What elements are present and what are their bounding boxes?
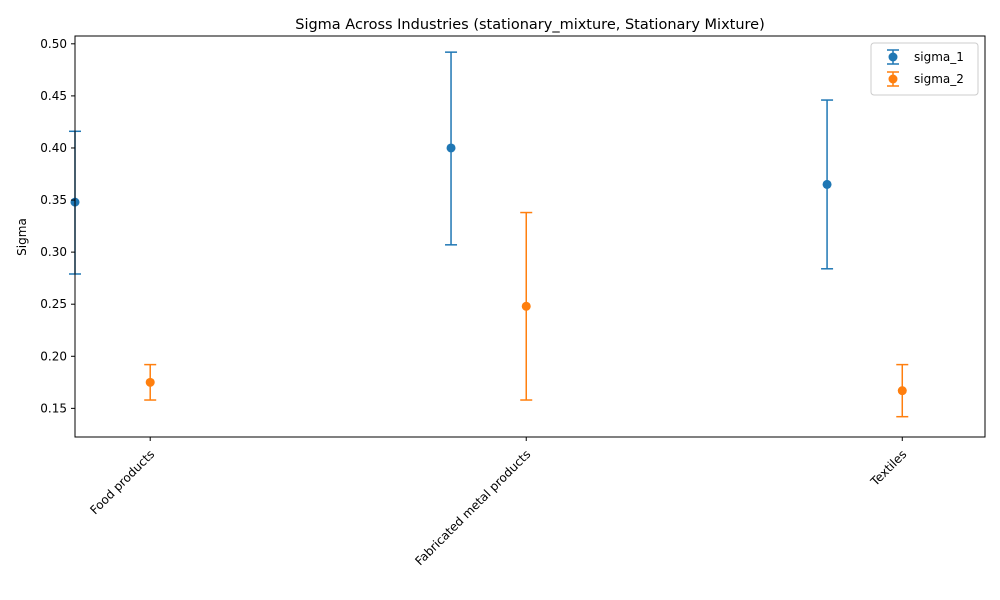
legend-label-sigma_1: sigma_1 xyxy=(914,50,964,64)
legend-box xyxy=(870,42,979,96)
y-tick-label-7: 0.50 xyxy=(40,37,67,51)
legend-marker-sigma_2 xyxy=(888,74,898,84)
y-tick-label-4: 0.35 xyxy=(40,193,67,207)
chart-title: Sigma Across Industries (stationary_mixt… xyxy=(295,17,765,33)
point-sigma_2-2 xyxy=(897,386,907,396)
y-tick-label-3: 0.30 xyxy=(40,245,67,259)
point-sigma_2-0 xyxy=(145,377,155,387)
x-tick-label-1: Fabricated metal products xyxy=(412,447,533,568)
y-axis-label: Sigma xyxy=(15,218,29,256)
y-tick-label-0: 0.15 xyxy=(40,401,67,415)
legend-marker-sigma_1 xyxy=(888,52,898,62)
y-tick-label-6: 0.45 xyxy=(40,89,67,103)
legend-label-sigma_2: sigma_2 xyxy=(914,72,964,86)
axes: 0.15 0.20 0.25 0.30 0.35 0.40 0.45 0.50 Food pro… xyxy=(40,35,986,568)
plot-frame xyxy=(74,35,986,438)
point-sigma_1-1 xyxy=(446,143,456,153)
y-tick-label-1: 0.20 xyxy=(40,349,67,363)
point-sigma_2-1 xyxy=(521,301,531,311)
plot-marks xyxy=(69,51,909,418)
y-tick-label-2: 0.25 xyxy=(40,297,67,311)
y-tick-label-5: 0.40 xyxy=(40,141,67,155)
x-tick-label-0: Food products xyxy=(87,447,157,517)
point-sigma_1-2 xyxy=(822,179,832,189)
legend: sigma_1 sigma_2 xyxy=(870,42,979,96)
x-tick-label-2: Textiles xyxy=(867,447,909,489)
